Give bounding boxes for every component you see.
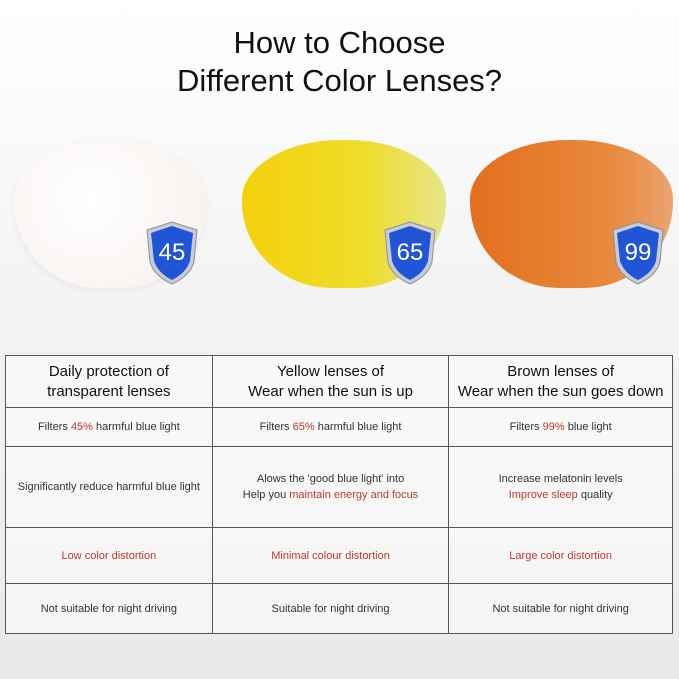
cell: Filters 99% blue light (448, 407, 673, 447)
cell: Not suitable for night driving (448, 583, 673, 634)
cell: Large color distortion (448, 527, 673, 584)
cell: Filters 65% harmful blue light (211, 407, 450, 447)
cell: Suitable for night driving (211, 583, 450, 634)
title-line-2: Different Color Lenses? (176, 63, 503, 98)
header-transparent: Daily protection of transparent lenses (5, 355, 213, 408)
badge-value: 99 (625, 239, 652, 266)
cell: Low color distortion (5, 527, 213, 584)
table-row-distortion: Low color distortion Minimal colour dist… (5, 527, 673, 584)
table-row-night-driving: Not suitable for night driving Suitable … (5, 583, 673, 634)
cell: Significantly reduce harmful blue light (5, 446, 213, 528)
cell: Minimal colour distortion (211, 527, 450, 584)
header-brown: Brown lenses of Wear when the sun goes do… (448, 355, 673, 408)
table-row-benefits: Significantly reduce harmful blue light … (5, 446, 673, 528)
badge-value: 45 (159, 239, 186, 266)
cell: Increase melatonin levels Improve sleep q… (448, 446, 673, 528)
cell: Alows the 'good blue light' into Help you… (211, 446, 450, 528)
table-header-row: Daily protection of transparent lenses Ye… (5, 355, 673, 408)
badge-value: 65 (397, 239, 424, 266)
comparison-table: Daily protection of transparent lenses Ye… (5, 355, 673, 634)
title-line-1: How to Choose (233, 25, 446, 60)
shield-badge-65: 65 (382, 220, 438, 286)
cell: Filters 45% harmful blue light (5, 407, 213, 447)
cell: Not suitable for night driving (5, 583, 213, 634)
table-row-filters: Filters 45% harmful blue light Filters 6… (5, 407, 673, 447)
header-yellow: Yellow lenses of Wear when the sun is up (211, 355, 450, 408)
shield-badge-45: 45 (144, 220, 200, 286)
shield-badge-99: 99 (610, 220, 666, 286)
